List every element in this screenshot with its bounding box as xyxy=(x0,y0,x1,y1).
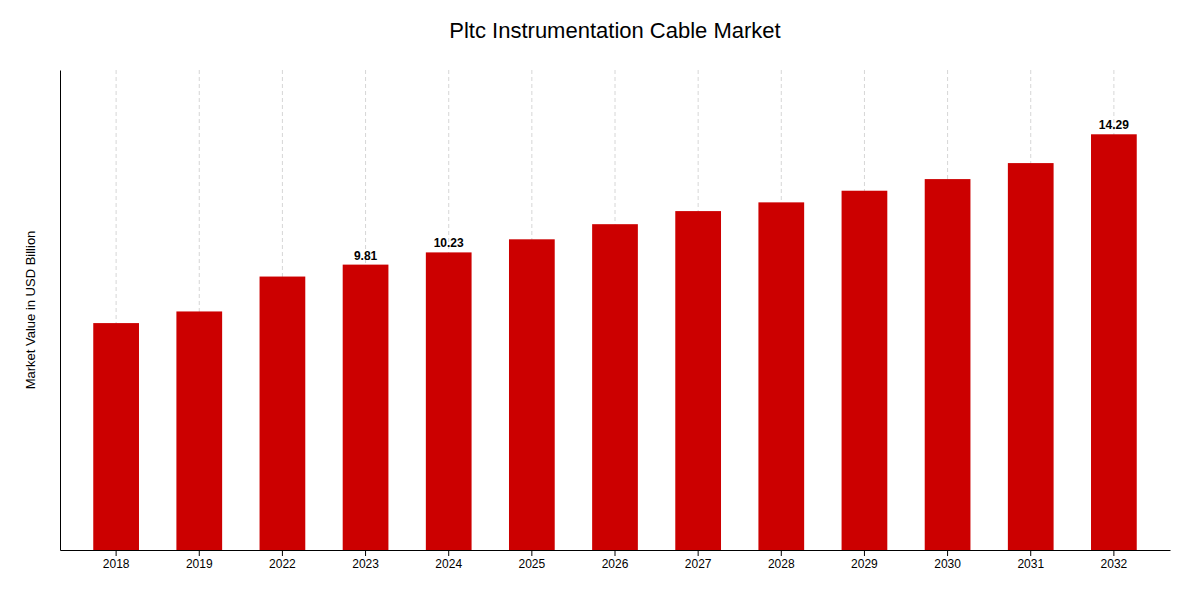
bar xyxy=(925,179,971,550)
x-tick-label: 2032 xyxy=(1101,557,1128,571)
x-tick: 2022 xyxy=(269,550,296,571)
x-tick: 2032 xyxy=(1101,550,1128,571)
bars xyxy=(93,134,1136,550)
bar xyxy=(426,252,472,550)
y-axis xyxy=(60,71,61,551)
x-tick-mark xyxy=(199,550,200,556)
x-tick-label: 2026 xyxy=(602,557,629,571)
x-tick-label: 2027 xyxy=(685,557,712,571)
x-tick: 2023 xyxy=(352,550,379,571)
x-tick: 2025 xyxy=(519,550,546,571)
x-tick-mark xyxy=(698,550,699,556)
x-tick-label: 2019 xyxy=(186,557,213,571)
x-tick-label: 2031 xyxy=(1017,557,1044,571)
x-tick: 2018 xyxy=(103,550,130,571)
x-tick: 2029 xyxy=(851,550,878,571)
bar xyxy=(675,211,721,550)
x-tick-label: 2028 xyxy=(768,557,795,571)
x-tick: 2030 xyxy=(934,550,961,571)
x-tick: 2028 xyxy=(768,550,795,571)
y-axis-title: Market Value in USD Billion xyxy=(23,231,38,390)
x-tick-mark xyxy=(1030,550,1031,556)
x-tick: 2024 xyxy=(435,550,462,571)
annotations: 9.81 10.23 14.29 xyxy=(354,118,1129,262)
x-tick-label: 2029 xyxy=(851,557,878,571)
x-tick: 2026 xyxy=(602,550,629,571)
x-tick-mark xyxy=(365,550,366,556)
bar xyxy=(1008,163,1054,550)
grid xyxy=(116,70,1114,550)
x-tick-label: 2023 xyxy=(352,557,379,571)
x-tick: 2019 xyxy=(186,550,213,571)
x-tick-label: 2025 xyxy=(519,557,546,571)
x-tick-label: 2018 xyxy=(103,557,130,571)
x-tick-mark xyxy=(448,550,449,556)
x-tick-label: 2024 xyxy=(435,557,462,571)
x-tick-label: 2030 xyxy=(934,557,961,571)
x-tick: 2031 xyxy=(1017,550,1044,571)
x-axis: 2018 2019 2022 2023 2024 2025 2026 2027 2028 2029… xyxy=(61,550,1171,571)
x-tick-mark xyxy=(282,550,283,556)
bar xyxy=(592,224,638,550)
bar xyxy=(343,265,389,550)
annotation: 14.29 xyxy=(1099,118,1129,132)
bar xyxy=(176,311,222,550)
x-tick-mark xyxy=(615,550,616,556)
x-tick-mark xyxy=(1113,550,1114,556)
x-tick-mark xyxy=(116,550,117,556)
x-tick-mark xyxy=(947,550,948,556)
bar xyxy=(93,323,139,550)
chart-title: Pltc Instrumentation Cable Market xyxy=(449,18,780,43)
x-tick-mark xyxy=(781,550,782,556)
chart-svg: 2018 2019 2022 2023 2024 2025 2026 2027 2028 2029… xyxy=(0,0,1200,600)
bar xyxy=(509,239,555,550)
annotation: 9.81 xyxy=(354,249,378,263)
y-axis-line xyxy=(60,71,61,551)
bar xyxy=(842,191,888,550)
x-tick: 2027 xyxy=(685,550,712,571)
annotation: 10.23 xyxy=(434,236,464,250)
x-tick-mark xyxy=(531,550,532,556)
x-tick-mark xyxy=(864,550,865,556)
bar xyxy=(260,277,306,550)
plot-area: 2018 2019 2022 2023 2024 2025 2026 2027 2028 2029… xyxy=(61,70,1171,571)
bar xyxy=(758,202,804,550)
x-tick-label: 2022 xyxy=(269,557,296,571)
bar xyxy=(1091,134,1137,550)
